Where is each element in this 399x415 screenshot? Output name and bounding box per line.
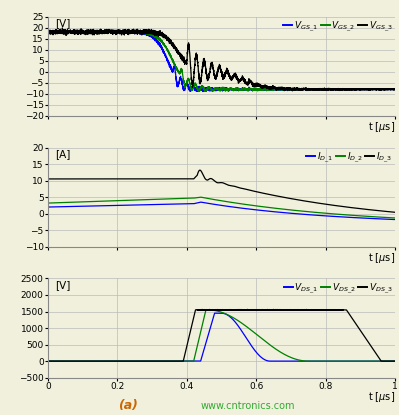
Legend: $V_{GS\_1}$, $V_{GS\_2}$, $V_{GS\_3}$: $V_{GS\_1}$, $V_{GS\_2}$, $V_{GS\_3}$ bbox=[283, 20, 392, 34]
Text: [A]: [A] bbox=[55, 149, 70, 159]
Text: (a): (a) bbox=[118, 399, 138, 412]
Legend: $I_{D\_1}$, $I_{D\_2}$, $I_{D\_3}$: $I_{D\_1}$, $I_{D\_2}$, $I_{D\_3}$ bbox=[306, 150, 392, 165]
Text: [V]: [V] bbox=[55, 281, 70, 290]
Text: t [$\mu$s]: t [$\mu$s] bbox=[368, 390, 395, 403]
Text: [V]: [V] bbox=[55, 19, 70, 29]
Text: www.cntronics.com: www.cntronics.com bbox=[200, 401, 294, 411]
Legend: $V_{DS\_1}$, $V_{DS\_2}$, $V_{DS\_3}$: $V_{DS\_1}$, $V_{DS\_2}$, $V_{DS\_3}$ bbox=[284, 281, 392, 295]
Text: t [$\mu$s]: t [$\mu$s] bbox=[368, 120, 395, 134]
Text: t [$\mu$s]: t [$\mu$s] bbox=[368, 251, 395, 265]
